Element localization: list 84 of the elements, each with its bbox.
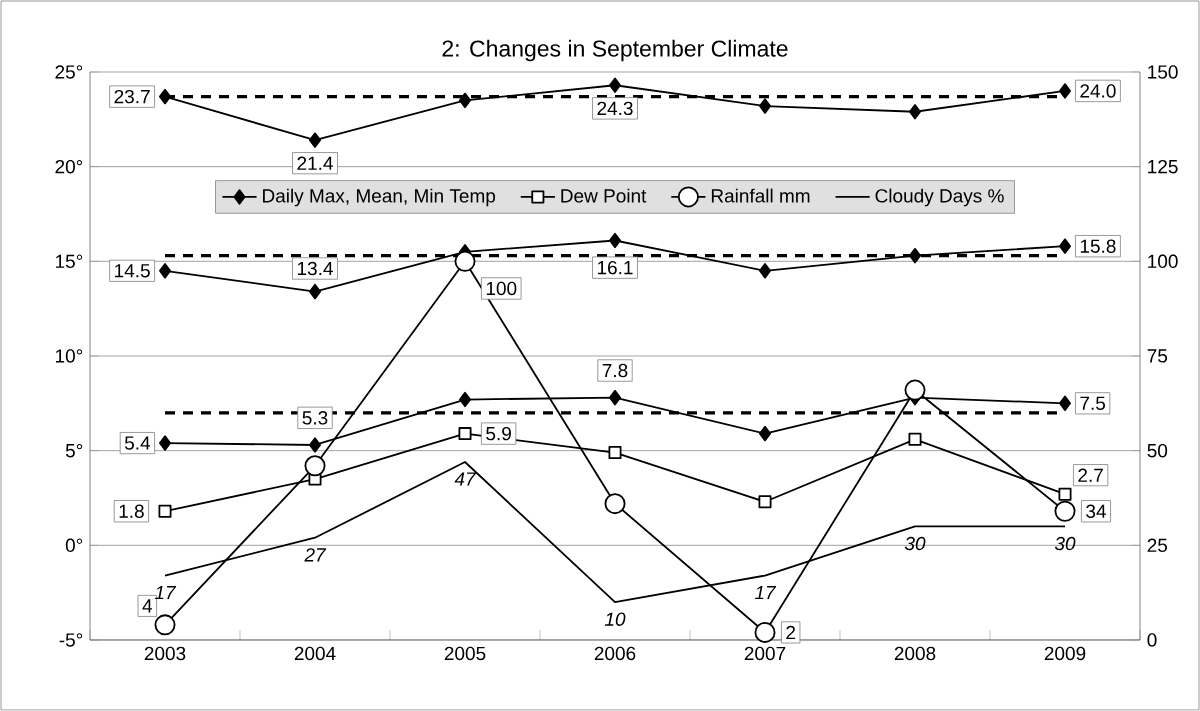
point [609, 389, 621, 406]
point [758, 495, 772, 509]
point [158, 504, 172, 518]
point [159, 263, 172, 279]
y2-tick-label: 125 [1148, 159, 1178, 174]
data-label: 24.3 [597, 101, 633, 116]
point [904, 379, 926, 401]
data-label: 17 [754, 586, 777, 600]
point [609, 232, 621, 249]
data-label: 21.4 [297, 156, 333, 170]
point [1059, 238, 1072, 254]
x-tick-label: 2006 [594, 646, 636, 661]
y2-tick-label: 0 [1147, 633, 1157, 647]
x-tick-label: 2007 [744, 646, 786, 661]
point [754, 621, 776, 643]
y2-tick-label: 50 [1147, 443, 1168, 458]
point [1054, 500, 1076, 522]
point [304, 455, 326, 477]
data-label: 47 [454, 472, 477, 486]
point [609, 77, 621, 93]
point [909, 247, 921, 264]
point [608, 446, 622, 460]
legend-label: Rainfall mm [711, 188, 810, 203]
data-label: 15.8 [1080, 239, 1116, 253]
y-tick-label: 0° [65, 538, 83, 553]
data-label: 23.7 [114, 89, 150, 104]
y2-tick-label: 100 [1148, 254, 1178, 269]
y-tick-label: -5° [59, 633, 83, 647]
data-label: 7.8 [602, 363, 628, 378]
data-label: 7.5 [1080, 396, 1106, 410]
point [1059, 83, 1072, 99]
data-label: 5.3 [302, 411, 328, 425]
point [1059, 395, 1072, 412]
y-tick-label: 5° [65, 443, 83, 458]
data-label: 100 [486, 281, 517, 296]
data-label: 5.4 [124, 436, 151, 450]
y2-tick-label: 75 [1147, 349, 1168, 363]
point [159, 435, 172, 451]
data-label: 13.4 [297, 261, 333, 276]
data-label: 10 [604, 612, 626, 626]
data-label: 14.5 [115, 264, 150, 278]
point [309, 132, 322, 148]
data-label: 27 [304, 548, 327, 562]
x-tick-label: 2009 [1044, 646, 1086, 661]
point [604, 493, 626, 515]
point [759, 98, 772, 114]
point [908, 432, 922, 446]
data-label: 4 [142, 599, 153, 613]
chart-title: 2: Changes in September Climate [442, 39, 788, 62]
data-label: 17 [154, 586, 177, 600]
legend-label: Daily Max, Mean, Min Temp [263, 188, 496, 207]
point [458, 427, 472, 441]
data-label: 24.0 [1080, 84, 1116, 98]
data-label: 30 [904, 536, 926, 551]
legend-label: Cloudy Days % [875, 188, 1004, 207]
point [159, 88, 172, 105]
data-label: 34 [1086, 504, 1106, 518]
legend-label: Dew Point [561, 188, 647, 203]
point [459, 391, 472, 408]
data-label: 2.7 [1078, 468, 1103, 482]
point [459, 92, 472, 109]
point [454, 250, 476, 272]
data-label: 30 [1054, 536, 1076, 551]
y-tick-label: 25° [55, 65, 83, 79]
y2-tick-label: 25 [1147, 538, 1168, 553]
y-tick-label: 10° [55, 349, 83, 363]
x-tick-label: 2003 [144, 646, 186, 661]
point [909, 104, 921, 120]
y-tick-label: 20° [55, 159, 83, 174]
data-label: 2 [786, 625, 796, 640]
y2-tick-label: 150 [1148, 65, 1178, 79]
x-tick-label: 2004 [294, 646, 336, 661]
x-tick-label: 2008 [894, 646, 936, 661]
data-label: 1.8 [119, 504, 144, 518]
point [309, 437, 322, 453]
point [154, 614, 176, 636]
x-tick-label: 2005 [444, 646, 486, 661]
point [759, 425, 772, 442]
point [309, 283, 322, 300]
point [1058, 487, 1072, 501]
data-label: 16.1 [597, 260, 633, 275]
data-label: 5.9 [486, 426, 511, 441]
point [759, 263, 772, 279]
y-tick-label: 15° [55, 254, 83, 269]
